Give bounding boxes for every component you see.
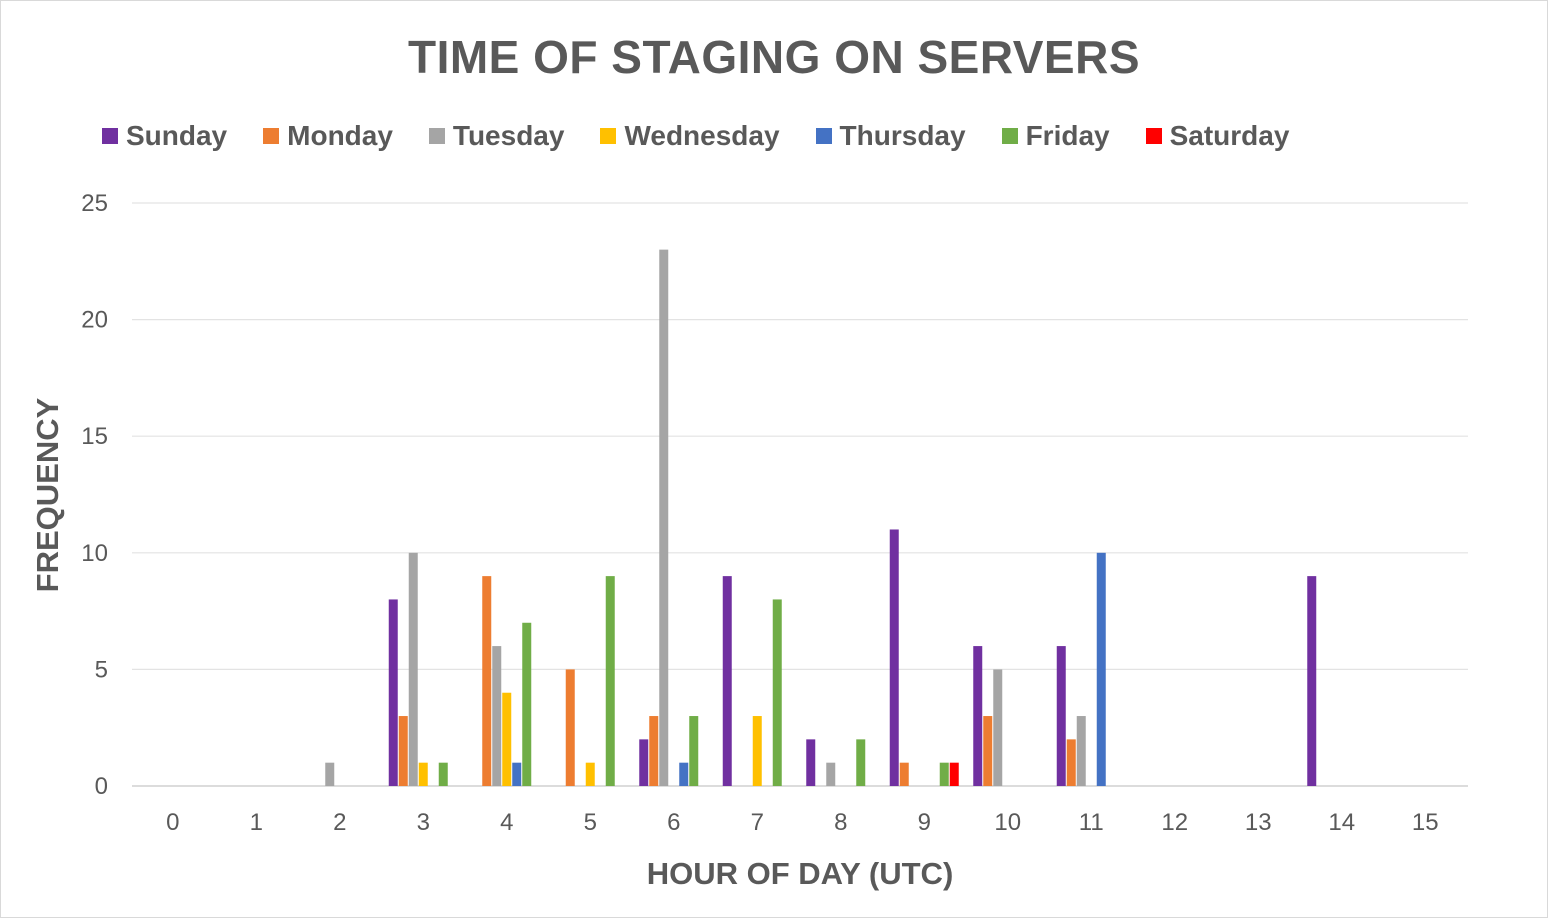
y-axis-ticks: 0 5 10 15 20 25 (81, 190, 108, 800)
y-tick-label: 10 (81, 540, 108, 567)
bar-wednesday-hour-4 (502, 692, 512, 786)
y-tick-label: 25 (81, 190, 108, 217)
x-tick-label: 10 (994, 809, 1021, 836)
bar-sunday-hour-8 (806, 739, 816, 786)
bar-sunday-hour-7 (722, 576, 732, 786)
bar-wednesday-hour-5 (585, 762, 595, 786)
bar-tuesday-hour-6 (659, 249, 669, 786)
x-tick-label: 1 (250, 809, 263, 836)
legend-swatch (102, 128, 118, 144)
x-axis-ticks: 0 1 2 3 4 5 6 7 8 9 10 11 12 13 14 15 (166, 809, 1439, 836)
x-tick-label: 13 (1245, 809, 1272, 836)
bar-monday-hour-6 (649, 716, 659, 786)
bars (325, 249, 1317, 786)
legend-item-tuesday: Tuesday (428, 120, 565, 152)
legend-item-wednesday: Wednesday (600, 120, 780, 152)
legend-swatch (815, 128, 832, 144)
bar-friday-hour-4 (522, 622, 532, 786)
bar-sunday-hour-11 (1056, 646, 1066, 786)
x-tick-label: 15 (1412, 809, 1439, 836)
legend-item-sunday: Sunday (102, 120, 227, 152)
legend-swatch (1001, 128, 1018, 144)
y-tick-label: 15 (81, 423, 108, 450)
x-tick-label: 3 (417, 809, 430, 836)
x-tick-label: 9 (918, 809, 931, 836)
bar-tuesday-hour-8 (826, 762, 836, 786)
x-tick-label: 8 (834, 809, 847, 836)
bar-tuesday-hour-2 (325, 762, 335, 786)
chart-title: TIME OF STAGING ON SERVERS (407, 31, 1141, 83)
bar-friday-hour-3 (438, 762, 448, 786)
legend-item-thursday: Thursday (815, 120, 966, 152)
bar-monday-hour-11 (1066, 739, 1076, 786)
legend-item-saturday: Saturday (1145, 120, 1290, 152)
bar-thursday-hour-6 (679, 762, 689, 786)
bar-tuesday-hour-4 (492, 646, 502, 786)
bar-friday-hour-7 (772, 599, 782, 786)
legend: Sunday Monday Tuesday Wednesday Thursday Frid… (102, 120, 1325, 152)
x-tick-label: 4 (500, 809, 513, 836)
gridlines (132, 202, 1468, 787)
x-tick-label: 11 (1079, 809, 1104, 836)
legend-label: Monday (287, 120, 393, 151)
bar-tuesday-hour-3 (408, 552, 418, 786)
bar-tuesday-hour-11 (1076, 716, 1086, 786)
bar-sunday-hour-3 (388, 599, 398, 786)
bar-monday-hour-5 (565, 669, 575, 786)
legend-swatch (600, 128, 617, 144)
y-axis-label: FREQUENCY (30, 397, 65, 592)
x-tick-label: 0 (166, 809, 179, 836)
bar-monday-hour-4 (482, 576, 492, 786)
bar-sunday-hour-10 (973, 646, 983, 786)
bar-sunday-hour-9 (889, 529, 899, 786)
x-axis-label: HOUR OF DAY (UTC) (647, 856, 954, 891)
bar-friday-hour-8 (856, 739, 866, 786)
legend-label: Saturday (1169, 120, 1290, 151)
bar-friday-hour-9 (939, 762, 949, 786)
x-tick-label: 6 (667, 809, 680, 836)
bar-friday-hour-5 (605, 576, 615, 786)
legend-label: Sunday (126, 120, 228, 151)
legend-swatch (428, 128, 445, 144)
bar-wednesday-hour-3 (418, 762, 428, 786)
x-tick-label: 14 (1328, 809, 1355, 836)
x-tick-label: 2 (333, 809, 346, 836)
bar-thursday-hour-11 (1096, 552, 1106, 786)
legend-swatch (263, 128, 280, 144)
legend-item-friday: Friday (1001, 120, 1110, 152)
x-tick-label: 12 (1161, 809, 1188, 836)
x-tick-label: 5 (584, 809, 597, 836)
y-tick-label: 0 (95, 773, 108, 800)
legend-label: Wednesday (624, 120, 780, 151)
y-tick-label: 20 (81, 307, 108, 334)
bar-sunday-hour-6 (639, 739, 649, 786)
legend-item-monday: Monday (263, 120, 393, 152)
bar-saturday-hour-9 (949, 762, 959, 786)
bar-friday-hour-6 (689, 716, 699, 786)
bar-monday-hour-9 (899, 762, 909, 786)
bar-wednesday-hour-7 (752, 716, 762, 786)
bar-monday-hour-3 (398, 716, 408, 786)
legend-label: Tuesday (452, 120, 565, 151)
bar-monday-hour-10 (983, 716, 993, 786)
x-tick-label: 7 (751, 809, 764, 836)
bar-thursday-hour-4 (512, 762, 522, 786)
y-tick-label: 5 (95, 656, 108, 683)
legend-label: Thursday (839, 120, 966, 151)
bar-tuesday-hour-10 (993, 669, 1003, 786)
bar-sunday-hour-14 (1307, 576, 1317, 786)
legend-swatch (1145, 128, 1162, 144)
legend-label: Friday (1025, 120, 1110, 151)
